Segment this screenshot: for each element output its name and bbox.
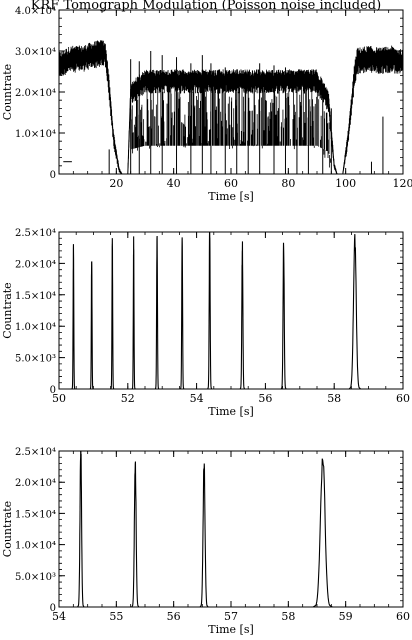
x-tick-label: 52 (121, 392, 135, 405)
x-tick-label: 100 (335, 177, 356, 190)
y-tick-label: 1.5×10⁴ (15, 291, 56, 302)
y-tick-label: 5.0×10³ (15, 572, 56, 583)
y-tick-label: 5.0×10³ (15, 354, 56, 365)
y-axis-label: Countrate (1, 64, 14, 120)
x-axis-label: Time [s] (208, 190, 254, 203)
plot-area (59, 229, 403, 389)
y-tick-label: 1.0×10⁴ (15, 322, 56, 333)
chart-title: KRF Tomograph Modulation (Poisson noise … (31, 0, 381, 13)
peak-mark (78, 442, 84, 607)
panel-1: 20 40 60 80 100 120 0 1.0×10⁴ 2.0×10⁴ 3.0×10⁴ 4.0×… (1, 6, 412, 203)
y-tick-label: 0 (50, 170, 56, 181)
peak-mark (90, 261, 93, 389)
peak-mark (208, 229, 212, 389)
y-tick-label: 1.5×10⁴ (15, 509, 56, 520)
peak-mark (313, 459, 332, 607)
y-tick-label: 1.0×10⁴ (15, 541, 56, 552)
peak-mark (240, 241, 244, 389)
y-tick-label: 1.0×10⁴ (15, 129, 56, 140)
x-tick-label: 57 (224, 610, 238, 623)
y-tick-label: 2.0×10⁴ (15, 478, 56, 489)
peak-mark (200, 464, 208, 607)
plot-frame (59, 232, 403, 389)
y-tick-label: 2.5×10⁴ (15, 228, 56, 239)
x-tick-label: 59 (339, 610, 353, 623)
x-axis-label: Time [s] (208, 405, 254, 418)
peak-mark (132, 236, 135, 389)
x-tick-label: 120 (393, 177, 412, 190)
plot-frame (59, 10, 403, 174)
x-tick-label: 58 (327, 392, 341, 405)
x-axis-label: Time [s] (208, 623, 254, 635)
peak-mark (111, 238, 114, 389)
plot-area (59, 40, 403, 174)
x-tick-label: 60 (396, 392, 410, 405)
peak-mark (180, 237, 183, 389)
plot-area (59, 442, 403, 607)
x-tick-label: 40 (167, 177, 181, 190)
peak-mark (132, 462, 139, 607)
y-tick-label: 0 (50, 603, 56, 614)
y-tick-label: 4.0×10⁴ (15, 6, 56, 17)
plot-frame (59, 451, 403, 607)
y-tick-label: 0 (50, 385, 56, 396)
y-tick-label: 2.0×10⁴ (15, 259, 56, 270)
peak-mark (281, 243, 286, 389)
y-axis-label: Countrate (1, 282, 14, 338)
x-tick-label: 60 (396, 610, 410, 623)
x-tick-label: 55 (109, 610, 123, 623)
x-tick-label: 80 (281, 177, 295, 190)
peak-mark (349, 234, 361, 389)
x-tick-label: 20 (109, 177, 123, 190)
y-axis-label: Countrate (1, 501, 14, 557)
x-tick-label: 58 (281, 610, 295, 623)
peak-mark (72, 244, 75, 389)
y-tick-label: 2.0×10⁴ (15, 88, 56, 99)
y-tick-label: 3.0×10⁴ (15, 47, 56, 58)
x-tick-label: 54 (190, 392, 204, 405)
series-noise (59, 40, 403, 174)
x-tick-label: 56 (258, 392, 272, 405)
x-tick-label: 56 (167, 610, 181, 623)
peak-mark (155, 236, 158, 389)
x-tick-label: 60 (224, 177, 238, 190)
y-tick-label: 2.5×10⁴ (15, 447, 56, 458)
